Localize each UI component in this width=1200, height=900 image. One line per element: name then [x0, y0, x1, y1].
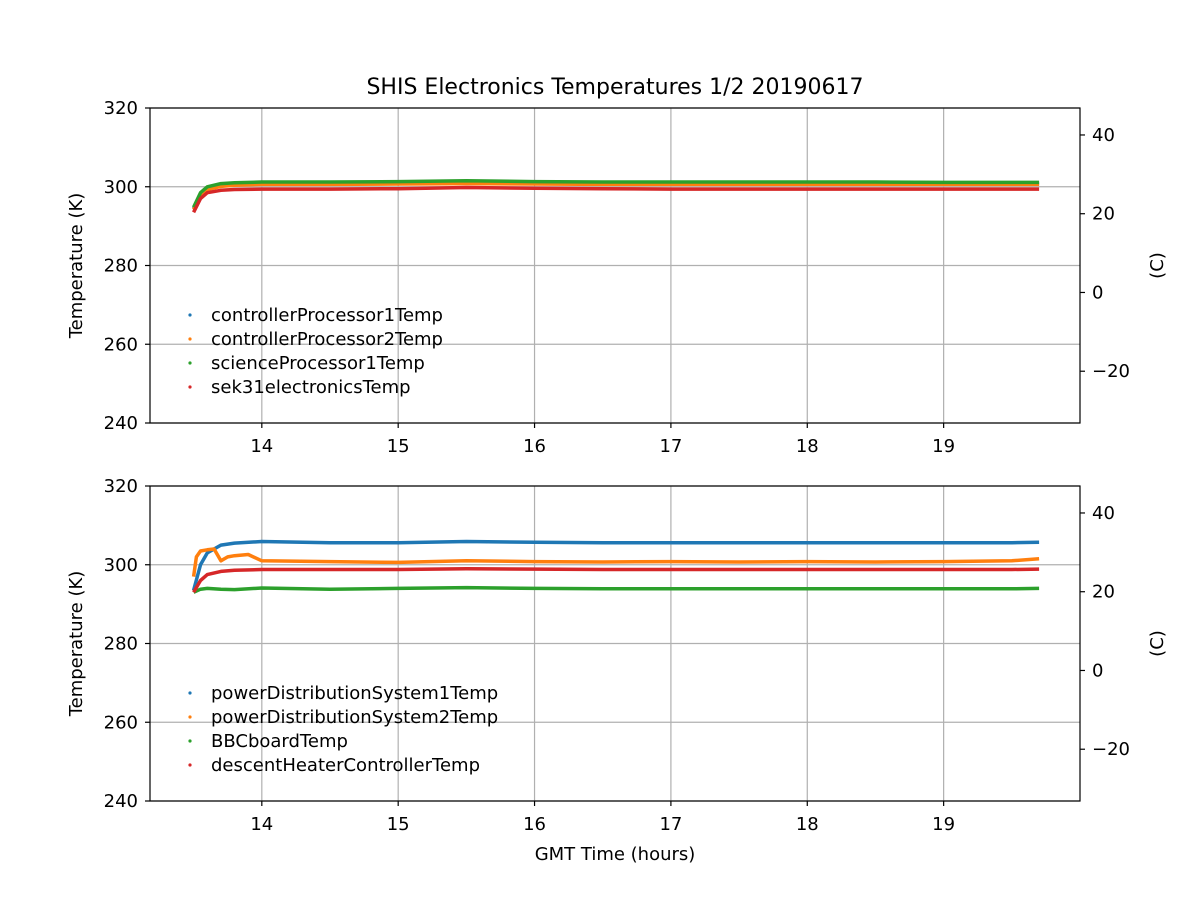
- legend-marker: [188, 763, 192, 767]
- series-line-scienceProcessor1Temp: [192, 179, 1040, 208]
- legend-entry: scienceProcessor1Temp: [211, 353, 425, 374]
- series-line-powerDistributionSystem1Temp: [191, 539, 1040, 591]
- series-line-BBCboardTemp: [192, 585, 1040, 594]
- legend-entry: controllerProcessor2Temp: [211, 329, 443, 350]
- legend-entry: sek31electronicsTemp: [211, 377, 411, 398]
- y-right-tick-label: 20: [1092, 204, 1115, 225]
- x-tick-label: 18: [796, 436, 819, 457]
- legend-marker: [188, 691, 192, 695]
- x-tick-label: 19: [932, 814, 955, 835]
- y-tick-label: 280: [104, 634, 138, 655]
- y-tick-label: 300: [104, 555, 138, 576]
- x-tick-label: 18: [796, 814, 819, 835]
- legend-entry: powerDistributionSystem1Temp: [211, 683, 498, 704]
- legend-entry: controllerProcessor1Temp: [211, 305, 443, 326]
- y-tick-label: 260: [104, 712, 138, 733]
- y-tick-label: 240: [104, 413, 138, 434]
- series-line-descentHeaterControllerTemp: [192, 566, 1040, 594]
- x-tick-label: 15: [387, 436, 410, 457]
- top-panel: 14 15 16 17 18 19 240 260 280 300 320 −20 0 20 40 Tempe…: [66, 98, 1168, 457]
- legend-marker: [188, 739, 192, 743]
- legend-marker: [188, 715, 192, 719]
- y-right-tick-label: −20: [1092, 361, 1130, 382]
- series-line-controllerProcessor2Temp: [192, 181, 1040, 211]
- y-tick-label: 240: [104, 791, 138, 812]
- x-tick-label: 16: [523, 436, 546, 457]
- series-line-sek31electronicsTemp: [192, 185, 1040, 214]
- y-tick-label: 260: [104, 334, 138, 355]
- y-axis-label: Temperature (K): [66, 571, 87, 718]
- legend-entry: BBCboardTemp: [211, 731, 348, 752]
- legend-marker: [188, 313, 192, 317]
- legend-marker: [188, 361, 192, 365]
- legend-entry: powerDistributionSystem2Temp: [211, 707, 498, 728]
- y-right-tick-label: 40: [1092, 125, 1115, 146]
- x-tick-label: 16: [523, 814, 546, 835]
- y-tick-label: 320: [104, 476, 138, 497]
- x-tick-label: 17: [659, 436, 682, 457]
- legend-marker: [188, 337, 192, 341]
- legend-marker: [188, 385, 192, 389]
- y-right-tick-label: −20: [1092, 739, 1130, 760]
- y-right-axis-label: (C): [1147, 252, 1168, 279]
- legend-entry: descentHeaterControllerTemp: [211, 755, 480, 776]
- y-right-tick-label: 0: [1092, 282, 1103, 303]
- y-tick-label: 280: [104, 256, 138, 277]
- y-right-tick-label: 0: [1092, 660, 1103, 681]
- y-axis-label: Temperature (K): [66, 193, 87, 340]
- x-tick-label: 17: [659, 814, 682, 835]
- y-right-tick-label: 20: [1092, 582, 1115, 603]
- y-right-tick-label: 40: [1092, 503, 1115, 524]
- y-right-axis-label: (C): [1147, 630, 1168, 657]
- x-tick-label: 19: [932, 436, 955, 457]
- y-tick-label: 320: [104, 98, 138, 119]
- bottom-panel: 14 15 16 17 18 19 240 260 280 300 320 −20 0 20 40 Tempe…: [66, 476, 1168, 835]
- series-line-powerDistributionSystem2Temp: [191, 547, 1040, 577]
- x-tick-label: 15: [387, 814, 410, 835]
- y-tick-label: 300: [104, 177, 138, 198]
- x-tick-label: 14: [250, 436, 273, 457]
- x-axis-label: GMT Time (hours): [535, 844, 696, 865]
- x-tick-label: 14: [250, 814, 273, 835]
- figure-title: SHIS Electronics Temperatures 1/2 201906…: [366, 75, 863, 100]
